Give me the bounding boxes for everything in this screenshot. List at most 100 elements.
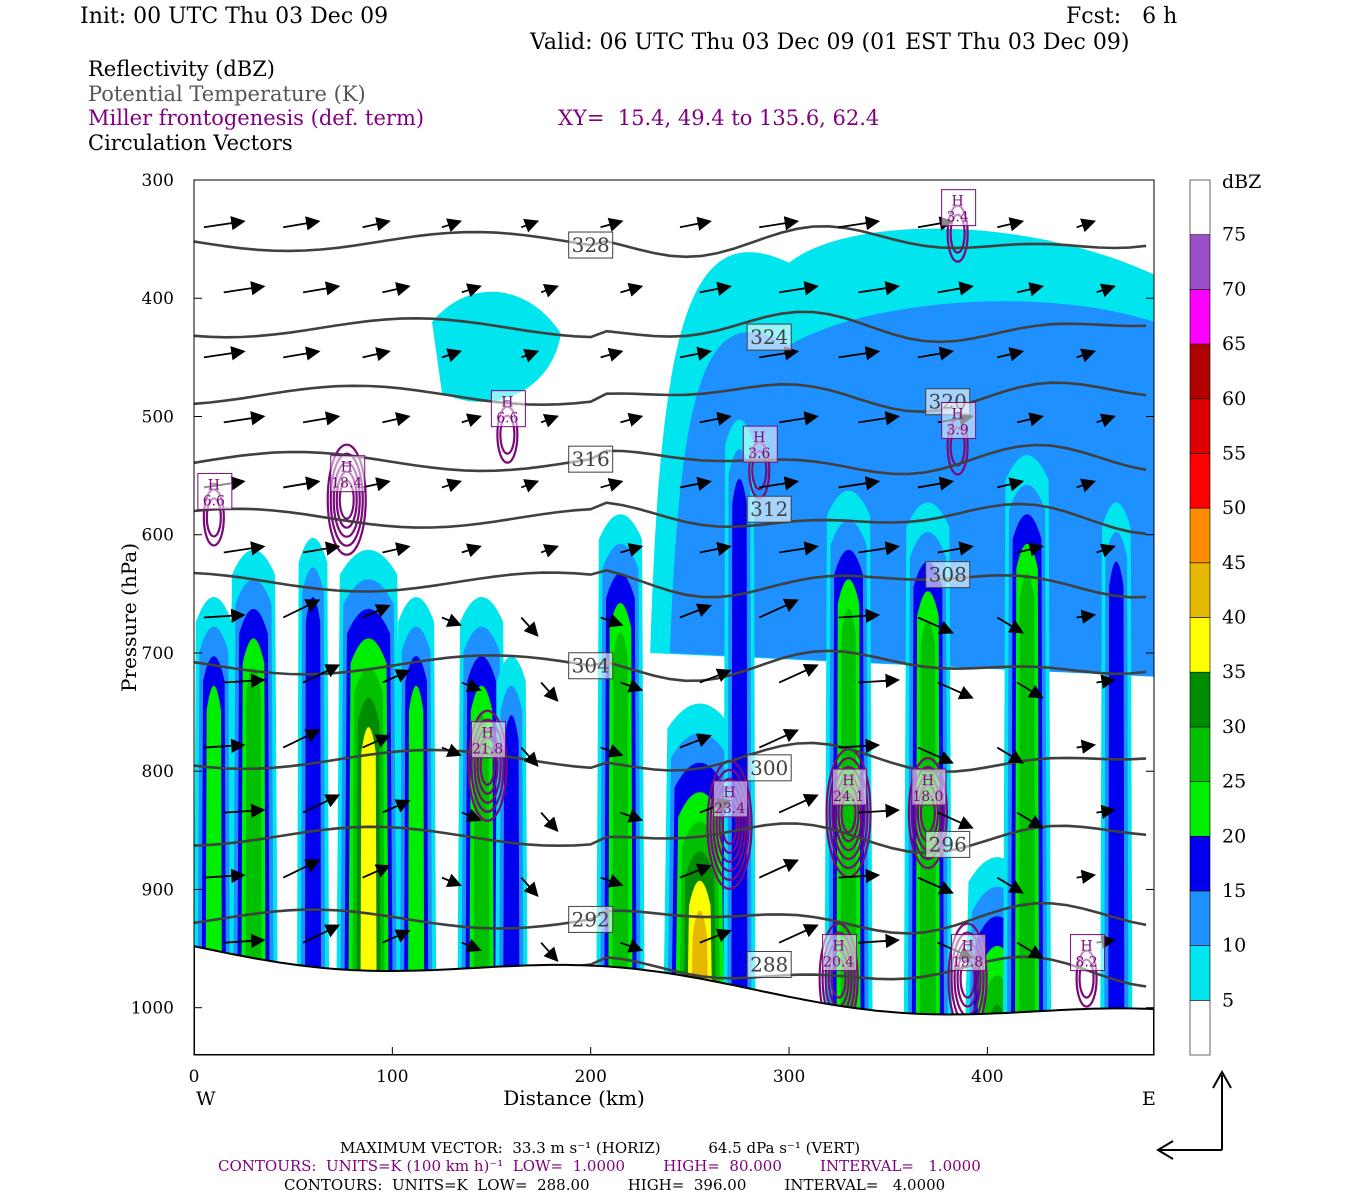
fronto-max-value: 21.8	[472, 742, 503, 758]
circulation-vector	[858, 281, 900, 296]
circulation-vector	[203, 738, 246, 753]
circulation-vector	[1076, 739, 1097, 754]
colorbar-swatch	[1189, 179, 1211, 235]
y-tick-label: 1000	[131, 999, 174, 1019]
circulation-vector	[679, 476, 712, 491]
colorbar-tick-label: 20	[1222, 825, 1246, 847]
fronto-max-letter: H	[501, 395, 513, 411]
circulation-vector	[1016, 811, 1044, 829]
circulation-vector	[441, 478, 463, 493]
fronto-max-box	[832, 768, 868, 806]
circulation-vector	[362, 217, 391, 232]
x-tick-label: 100	[376, 1067, 408, 1087]
circulation-vector	[699, 411, 732, 426]
circulation-vector	[1016, 681, 1044, 699]
field-reflectivity: Reflectivity (dBZ)	[88, 57, 276, 81]
circulation-vector	[758, 598, 799, 619]
colorbar-swatch	[1189, 289, 1211, 345]
circulation-vector	[838, 346, 881, 361]
theta-label: 316	[572, 447, 610, 471]
colorbar-tick-label: 35	[1222, 661, 1246, 683]
x-end-label-west: W	[196, 1088, 216, 1110]
fronto-max-letter: H	[952, 406, 964, 422]
circulation-vector	[203, 868, 246, 884]
circulation-vector	[461, 413, 482, 428]
fronto-max-value: 3.4	[947, 210, 969, 226]
colorbar-tick-label: 25	[1222, 771, 1246, 793]
plot-frame	[193, 179, 1155, 1056]
circulation-vector	[759, 346, 800, 361]
circulation-vector	[540, 414, 559, 428]
circulation-vector	[441, 873, 462, 888]
circulation-vector	[382, 799, 411, 814]
colorbar-swatch	[1189, 945, 1211, 1001]
circulation-vector	[1076, 478, 1096, 493]
circulation-vector	[203, 216, 246, 231]
colorbar-tick-label: 30	[1222, 716, 1246, 738]
circulation-vector	[778, 663, 819, 684]
circulation-vector	[858, 933, 900, 949]
colorbar-tick-label: 15	[1222, 880, 1246, 902]
circulation-vector	[758, 859, 799, 879]
colorbar-tick-label: 70	[1222, 278, 1246, 300]
circulation-vector	[540, 283, 559, 298]
circulation-vector	[302, 411, 341, 426]
colorbar-tick-label: 65	[1222, 333, 1246, 355]
circulation-vector	[382, 282, 411, 297]
circulation-vector	[540, 942, 559, 963]
theta-contour	[194, 381, 1147, 414]
theta-contour	[194, 741, 1147, 774]
circulation-vector	[858, 803, 900, 819]
fronto-max-value: 23.4	[714, 801, 745, 817]
reflectivity-cell	[1108, 561, 1125, 1015]
circulation-vector	[1076, 218, 1096, 233]
x-tick-label: 200	[574, 1067, 606, 1087]
theta-label-box	[568, 445, 614, 473]
theta-label-box	[568, 231, 614, 259]
circulation-vector	[362, 734, 391, 749]
circulation-vector	[461, 543, 482, 558]
fronto-max-letter: H	[952, 194, 964, 210]
circulation-vector	[461, 808, 482, 823]
fronto-max-letter: H	[341, 460, 353, 476]
fronto-max-value: 19.8	[952, 955, 983, 971]
fronto-max-box	[951, 934, 987, 972]
colorbar-swatch	[1189, 343, 1211, 400]
x-axis-title: Distance (km)	[503, 1086, 645, 1110]
circulation-vector	[282, 599, 321, 619]
circulation-vector	[917, 346, 955, 361]
theta-label-box	[925, 830, 971, 858]
colorbar-tick-label: 75	[1222, 224, 1246, 246]
circulation-vector	[520, 349, 540, 363]
reflectivity-cell	[919, 620, 936, 1021]
fronto-max-letter: H	[208, 477, 220, 493]
theta-contour	[194, 224, 1147, 259]
circulation-vector	[937, 681, 974, 700]
circulation-vector	[362, 477, 391, 492]
fronto-max-box	[742, 425, 778, 463]
init-time: Init: 00 UTC Thu 03 Dec 09	[80, 4, 389, 29]
colorbar-swatch	[1189, 234, 1211, 290]
colorbar-swatch	[1189, 617, 1211, 673]
colorbar-tick-label: 10	[1222, 935, 1246, 957]
circulation-vector	[917, 876, 954, 895]
y-tick-label: 900	[142, 880, 174, 900]
circulation-vector	[223, 411, 266, 426]
colorbar-tick-label: 60	[1222, 388, 1246, 410]
circulation-vector	[223, 803, 266, 819]
theta-contours-note: CONTOURS: UNITS=K LOW= 288.00 HIGH= 396.…	[284, 1176, 946, 1194]
colorbar-tick-label: 5	[1222, 989, 1234, 1011]
fronto-max-value: 18.0	[912, 789, 943, 805]
circulation-vector	[996, 876, 1024, 894]
circulation-vector	[600, 217, 624, 232]
y-tick-label: 600	[142, 526, 174, 546]
colorbar-tick-label: 45	[1222, 552, 1246, 574]
circulation-vector	[382, 929, 411, 944]
circulation-vector	[461, 283, 482, 298]
reflectivity-cell	[612, 632, 629, 974]
frontogenesis-contour	[470, 718, 505, 813]
circulation-vector	[283, 346, 321, 361]
fronto-max-box	[490, 390, 526, 428]
fronto-max-value: 6.6	[203, 493, 225, 509]
theta-contour	[194, 902, 1147, 935]
